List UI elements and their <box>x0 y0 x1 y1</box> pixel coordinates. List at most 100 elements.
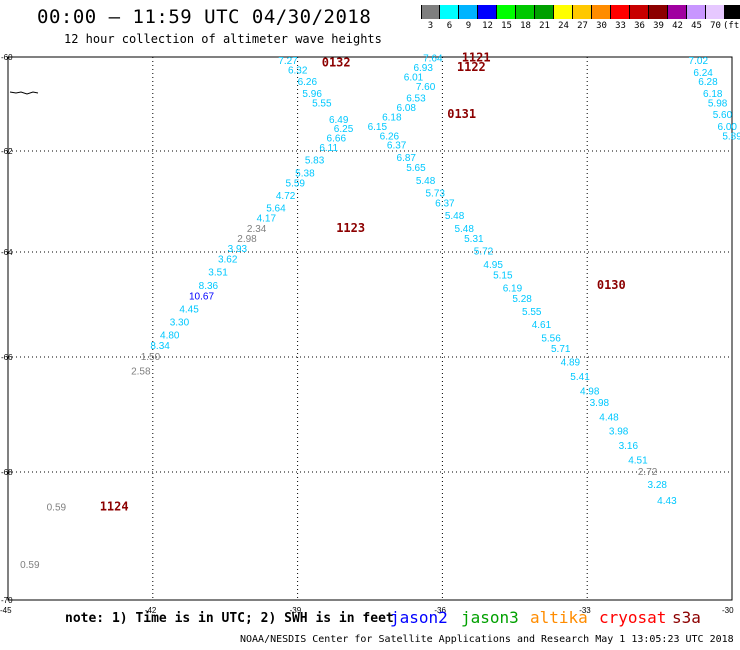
coastline-mark <box>9 91 39 95</box>
wave-height-value: 6.37 <box>387 141 407 152</box>
legend-swatch <box>649 5 668 19</box>
wave-height-value: 3.16 <box>619 441 639 452</box>
legend-label: 36 <box>634 21 645 31</box>
wave-height-value: 6.08 <box>397 103 417 114</box>
legend-label: 70 <box>710 21 721 31</box>
wave-height-value: 2.98 <box>237 234 257 245</box>
legend-label: 21 <box>539 21 550 31</box>
wave-height-value: 5.38 <box>295 168 315 179</box>
wave-height-value: 6.25 <box>334 124 354 135</box>
wave-height-value: 4.89 <box>561 358 581 369</box>
wave-height-value: 5.59 <box>286 178 306 189</box>
wave-height-value: 4.61 <box>532 320 552 331</box>
wave-height-value: 4.72 <box>276 191 296 202</box>
legend-swatch <box>554 5 573 19</box>
wave-height-value: 5.65 <box>406 163 426 174</box>
color-legend <box>421 5 740 19</box>
lon-tick-label: -36 <box>434 606 446 615</box>
legend-swatch <box>706 5 725 19</box>
pass-time-label: 1124 <box>100 499 129 513</box>
legend-label: 6 <box>446 21 453 31</box>
wave-height-value: 6.32 <box>288 65 308 76</box>
lon-tick-label: -39 <box>290 606 302 615</box>
lat-tick-label: -66 <box>1 353 13 362</box>
legend-swatch <box>630 5 649 19</box>
wave-height-value: 1.50 <box>141 352 161 363</box>
wave-height-value: 4.95 <box>483 260 503 271</box>
wave-height-value: 5.15 <box>493 270 513 281</box>
lon-tick-label: -33 <box>579 606 591 615</box>
legend-swatch <box>459 5 478 19</box>
legend-swatch <box>497 5 516 19</box>
wave-height-value: 7.02 <box>689 56 709 67</box>
page-subtitle: 12 hour collection of altimeter wave hei… <box>64 32 382 46</box>
wave-height-value: 3.98 <box>609 427 629 438</box>
pass-time-label: 0132 <box>322 55 351 69</box>
wave-height-value: 5.83 <box>305 156 325 167</box>
wave-height-value: 6.18 <box>382 112 402 123</box>
legend-swatch <box>421 5 440 19</box>
wave-height-value: 3.93 <box>228 244 248 255</box>
wave-height-value: 2.34 <box>247 224 267 235</box>
wave-height-value: 3.28 <box>648 480 668 491</box>
legend-swatch <box>478 5 497 19</box>
wave-height-value: 2.58 <box>131 366 151 377</box>
legend-label: 12 <box>482 21 493 31</box>
pass-time-label: 1121 <box>462 51 491 65</box>
wave-height-value: 6.00 <box>718 122 738 133</box>
map-frame <box>7 56 733 601</box>
wave-height-value: 6.01 <box>404 73 424 84</box>
legend-label: 3 <box>427 21 434 31</box>
wave-height-value: 8.36 <box>199 281 219 292</box>
wave-height-value: 4.48 <box>599 412 619 423</box>
legend-label: 33 <box>615 21 626 31</box>
wave-height-value: 6.66 <box>327 134 347 145</box>
pass-time-label: 1122 <box>457 60 486 74</box>
wave-height-value: 5.71 <box>551 344 571 355</box>
wave-height-value: 6.93 <box>413 63 433 74</box>
footer-credit: NOAA/NESDIS Center for Satellite Applica… <box>240 634 734 645</box>
lat-tick-label: -68 <box>1 468 13 477</box>
wave-height-value: 5.55 <box>312 98 332 109</box>
wave-height-value: 6.11 <box>319 143 338 154</box>
wave-height-value: 6.18 <box>703 89 723 100</box>
wave-height-value: 5.48 <box>454 224 474 235</box>
wave-height-value: 5.56 <box>541 333 561 344</box>
wave-height-value: 6.49 <box>329 115 349 126</box>
wave-height-value: 7.27 <box>278 56 298 67</box>
wave-height-value: 5.98 <box>708 98 728 109</box>
wave-height-value: 6.87 <box>397 153 417 164</box>
wave-height-value: 4.43 <box>657 496 677 507</box>
legend-label: 15 <box>501 21 512 31</box>
legend-label: 45 <box>691 21 702 31</box>
wave-height-value: 3.51 <box>208 268 228 279</box>
wave-height-value: 5.60 <box>713 110 733 121</box>
wave-height-value: 5.31 <box>464 234 484 245</box>
note-text: note: 1) Time is in UTC; 2) SWH is in fe… <box>65 611 394 626</box>
legend-swatch <box>725 5 740 19</box>
wave-height-value: 6.26 <box>380 131 400 142</box>
legend-swatch <box>592 5 611 19</box>
wave-height-value: 3.30 <box>170 318 190 329</box>
legend-label: 24 <box>558 21 569 31</box>
lat-tick-label: -64 <box>1 248 13 257</box>
wave-height-value: 5.41 <box>570 372 590 383</box>
wave-height-value: 6.37 <box>435 199 455 210</box>
page-title: 00:00 – 11:59 UTC 04/30/2018 <box>37 6 372 28</box>
legend-swatch <box>573 5 592 19</box>
lat-tick-label: -70 <box>1 596 13 605</box>
wave-height-value: 0.59 <box>47 502 67 513</box>
wave-height-value: 0.59 <box>20 560 40 571</box>
wave-height-value: 5.64 <box>266 204 286 215</box>
wave-height-value: 10.67 <box>189 291 214 302</box>
wave-height-value: 5.73 <box>426 188 446 199</box>
wave-height-value: 4.98 <box>580 386 600 397</box>
lon-tick-label: -30 <box>722 606 734 615</box>
legend-swatch <box>668 5 687 19</box>
wave-height-value: 6.19 <box>503 283 523 294</box>
legend-label: 27 <box>577 21 588 31</box>
wave-height-value: 4.51 <box>628 455 648 466</box>
wave-height-value: 4.80 <box>160 331 180 342</box>
pass-time-label: 0131 <box>447 107 476 121</box>
lon-tick-label: -45 <box>0 606 12 615</box>
